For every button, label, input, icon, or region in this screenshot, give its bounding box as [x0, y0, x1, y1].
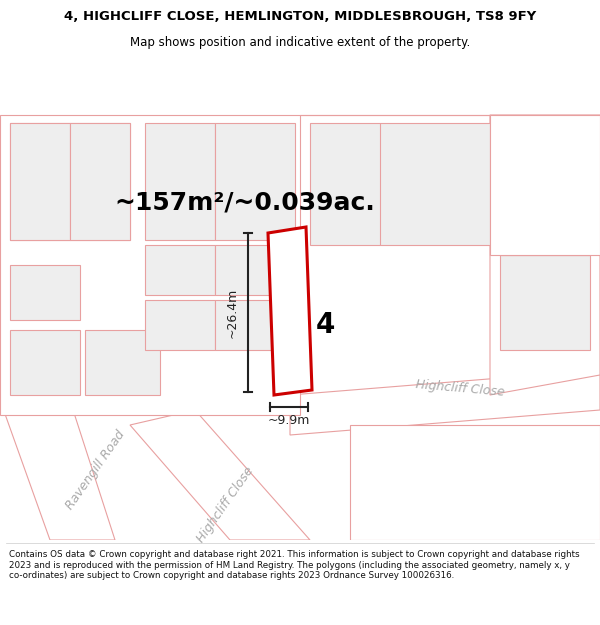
Polygon shape [500, 215, 590, 255]
Text: Ravengill Road: Ravengill Road [63, 428, 127, 512]
Polygon shape [130, 410, 310, 540]
Polygon shape [0, 115, 300, 415]
Polygon shape [290, 370, 600, 435]
Polygon shape [145, 245, 215, 295]
Polygon shape [10, 123, 70, 240]
Text: ~9.9m: ~9.9m [268, 414, 310, 428]
Polygon shape [490, 115, 600, 395]
Polygon shape [500, 255, 590, 350]
Polygon shape [215, 300, 295, 350]
Polygon shape [215, 123, 295, 240]
Polygon shape [145, 300, 215, 350]
Text: Highcliff Close: Highcliff Close [415, 378, 505, 398]
Text: ~157m²/~0.039ac.: ~157m²/~0.039ac. [115, 191, 376, 215]
Polygon shape [10, 123, 130, 240]
Text: 4: 4 [316, 311, 335, 339]
Polygon shape [350, 425, 600, 540]
Polygon shape [300, 115, 600, 255]
Polygon shape [445, 470, 520, 515]
Polygon shape [70, 123, 130, 240]
Polygon shape [145, 123, 215, 240]
Polygon shape [355, 470, 440, 530]
Polygon shape [268, 227, 312, 395]
Polygon shape [10, 330, 80, 395]
Text: Contains OS data © Crown copyright and database right 2021. This information is : Contains OS data © Crown copyright and d… [9, 550, 580, 580]
Polygon shape [490, 115, 600, 255]
Polygon shape [310, 123, 490, 245]
Polygon shape [500, 123, 590, 210]
Polygon shape [0, 385, 115, 540]
Text: 4, HIGHCLIFF CLOSE, HEMLINGTON, MIDDLESBROUGH, TS8 9FY: 4, HIGHCLIFF CLOSE, HEMLINGTON, MIDDLESB… [64, 10, 536, 23]
Polygon shape [215, 245, 295, 295]
Polygon shape [85, 330, 160, 395]
Polygon shape [525, 470, 590, 515]
Text: Map shows position and indicative extent of the property.: Map shows position and indicative extent… [130, 36, 470, 49]
Polygon shape [355, 440, 440, 467]
Polygon shape [10, 265, 80, 320]
Polygon shape [445, 520, 520, 540]
Text: ~26.4m: ~26.4m [226, 288, 239, 338]
Text: Highcliff Close: Highcliff Close [194, 464, 256, 546]
